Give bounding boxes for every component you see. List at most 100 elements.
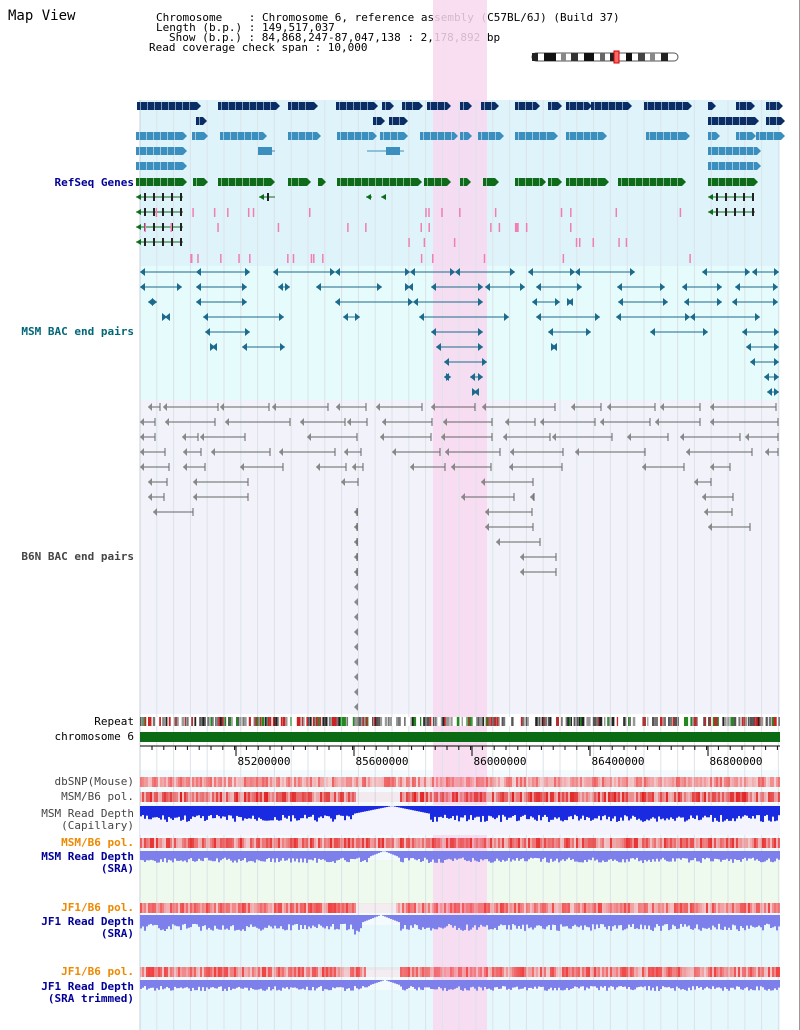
- polymorphism-cell: [178, 838, 180, 848]
- polymorphism-cell: [480, 792, 482, 802]
- read-depth-bar: [182, 806, 184, 820]
- refseq-exon-marker: [390, 132, 391, 140]
- read-depth-bar: [598, 915, 600, 929]
- track-label-dbsnp[interactable]: dbSNP(Mouse): [54, 775, 134, 788]
- polymorphism-cell: [726, 777, 728, 787]
- read-depth-bar: [702, 806, 704, 818]
- read-depth-bar: [532, 851, 534, 859]
- msm-bac-track[interactable]: [140, 268, 779, 396]
- polymorphism-cell: [600, 967, 602, 977]
- track-label-b6n-bac[interactable]: B6N BAC end pairs: [21, 550, 134, 563]
- polymorphism-cell: [652, 838, 654, 848]
- polymorphism-cell: [622, 903, 624, 913]
- polymorphism-cell: [264, 777, 266, 787]
- msm-bac-end: [575, 268, 580, 276]
- polymorphism-cell: [168, 967, 170, 977]
- polymorphism-cell: [568, 777, 570, 787]
- read-depth-bar: [634, 915, 636, 929]
- polymorphism-cell: [526, 777, 528, 787]
- polymorphism-cell: [308, 838, 310, 848]
- polymorphism-cell: [490, 903, 492, 913]
- track-label-msm-pol-1[interactable]: MSM/B6 pol.: [61, 790, 134, 803]
- polymorphism-cell: [614, 967, 616, 977]
- polymorphism-cell: [696, 838, 698, 848]
- polymorphism-cell: [342, 903, 344, 913]
- polymorphism-cell: [180, 967, 182, 977]
- track-label-jf1-trim[interactable]: JF1 Read Depth: [41, 980, 134, 993]
- track-label-msm-bac[interactable]: MSM BAC end pairs: [21, 325, 134, 338]
- refseq-genes-track[interactable]: [136, 102, 785, 263]
- read-depth-bar: [590, 915, 592, 931]
- track-label-refseq[interactable]: RefSeq Genes: [54, 176, 134, 189]
- track-label-msm-depth-cap[interactable]: MSM Read Depth: [41, 807, 134, 820]
- read-depth-bar: [174, 851, 176, 859]
- polymorphism-cell: [326, 838, 328, 848]
- repeat-track[interactable]: [140, 717, 780, 742]
- refseq-exon-marker: [160, 147, 161, 155]
- chromosome-ideogram[interactable]: [531, 50, 679, 64]
- polymorphism-cell: [340, 903, 342, 913]
- read-depth-bar: [774, 980, 776, 989]
- polymorphism-cell: [206, 903, 208, 913]
- read-depth-bar: [262, 851, 264, 862]
- repeat-feature: [685, 717, 689, 726]
- polymorphism-cell: [678, 777, 680, 787]
- read-depth-bar: [570, 851, 572, 861]
- read-depth-bar: [210, 980, 212, 988]
- polymorphism-cell: [570, 792, 572, 802]
- polymorphism-cell: [458, 967, 460, 977]
- polymorphism-cell: [572, 792, 574, 802]
- track-label-msm-pol-2[interactable]: MSM/B6 pol.: [61, 836, 134, 849]
- b6n-bac-end: [710, 418, 714, 426]
- read-depth-bar: [672, 851, 674, 859]
- polymorphism-cell: [198, 967, 200, 977]
- polymorphism-cell: [698, 838, 700, 848]
- read-depth-bar: [182, 851, 184, 862]
- read-depth-bar: [638, 980, 640, 987]
- polymorphism-cell: [296, 838, 298, 848]
- polymorphism-cell: [734, 838, 736, 848]
- polymorphism-cell: [222, 903, 224, 913]
- polymorphism-cell: [712, 967, 714, 977]
- refseq-strand-arrow: [781, 132, 785, 140]
- read-depth-bar: [228, 851, 230, 859]
- track-label-chromosome[interactable]: chromosome 6: [54, 730, 134, 743]
- polymorphism-cell: [490, 838, 492, 848]
- b6n-bac-track[interactable]: [140, 403, 779, 711]
- track-label-jf1-pol-2[interactable]: JF1/B6 pol.: [61, 965, 134, 978]
- refseq-gene-arrow: [136, 209, 141, 215]
- repeat-feature: [285, 717, 288, 726]
- b6n-bac-end: [496, 538, 500, 546]
- polymorphism-cell: [280, 777, 282, 787]
- polymorphism-cell: [284, 792, 286, 802]
- polymorphism-cell: [538, 967, 540, 977]
- ideogram-current-position: [613, 50, 620, 64]
- track-label-repeat[interactable]: Repeat: [94, 715, 134, 728]
- polymorphism-cell: [270, 903, 272, 913]
- track-label-jf1-pol-1[interactable]: JF1/B6 pol.: [61, 901, 134, 914]
- polymorphism-cell: [730, 838, 732, 848]
- read-depth-bar: [170, 806, 172, 819]
- refseq-exon-marker: [766, 132, 767, 140]
- polymorphism-cell: [432, 792, 434, 802]
- b6n-bac-end: [710, 403, 714, 411]
- read-depth-bar: [314, 915, 316, 927]
- track-label-msm-depth-sra[interactable]: MSM Read Depth: [41, 850, 134, 863]
- read-depth-bar: [166, 980, 168, 987]
- read-depth-bar: [528, 915, 530, 929]
- polymorphism-cell: [612, 838, 614, 848]
- refseq-minor-feature: [252, 208, 255, 217]
- read-depth-bar: [650, 915, 652, 930]
- repeat-feature: [709, 717, 712, 726]
- polymorphism-cell: [660, 838, 662, 848]
- repeat-feature: [165, 717, 168, 726]
- read-depth-bar: [602, 980, 604, 988]
- repeat-feature: [223, 717, 225, 726]
- polymorphism-cell: [156, 792, 158, 802]
- polymorphism-cell: [540, 777, 542, 787]
- track-label-jf1-depth[interactable]: JF1 Read Depth: [41, 915, 134, 928]
- polymorphism-cell: [176, 777, 178, 787]
- refseq-minor-feature: [618, 238, 620, 247]
- snp-and-depth-tracks[interactable]: [140, 777, 780, 991]
